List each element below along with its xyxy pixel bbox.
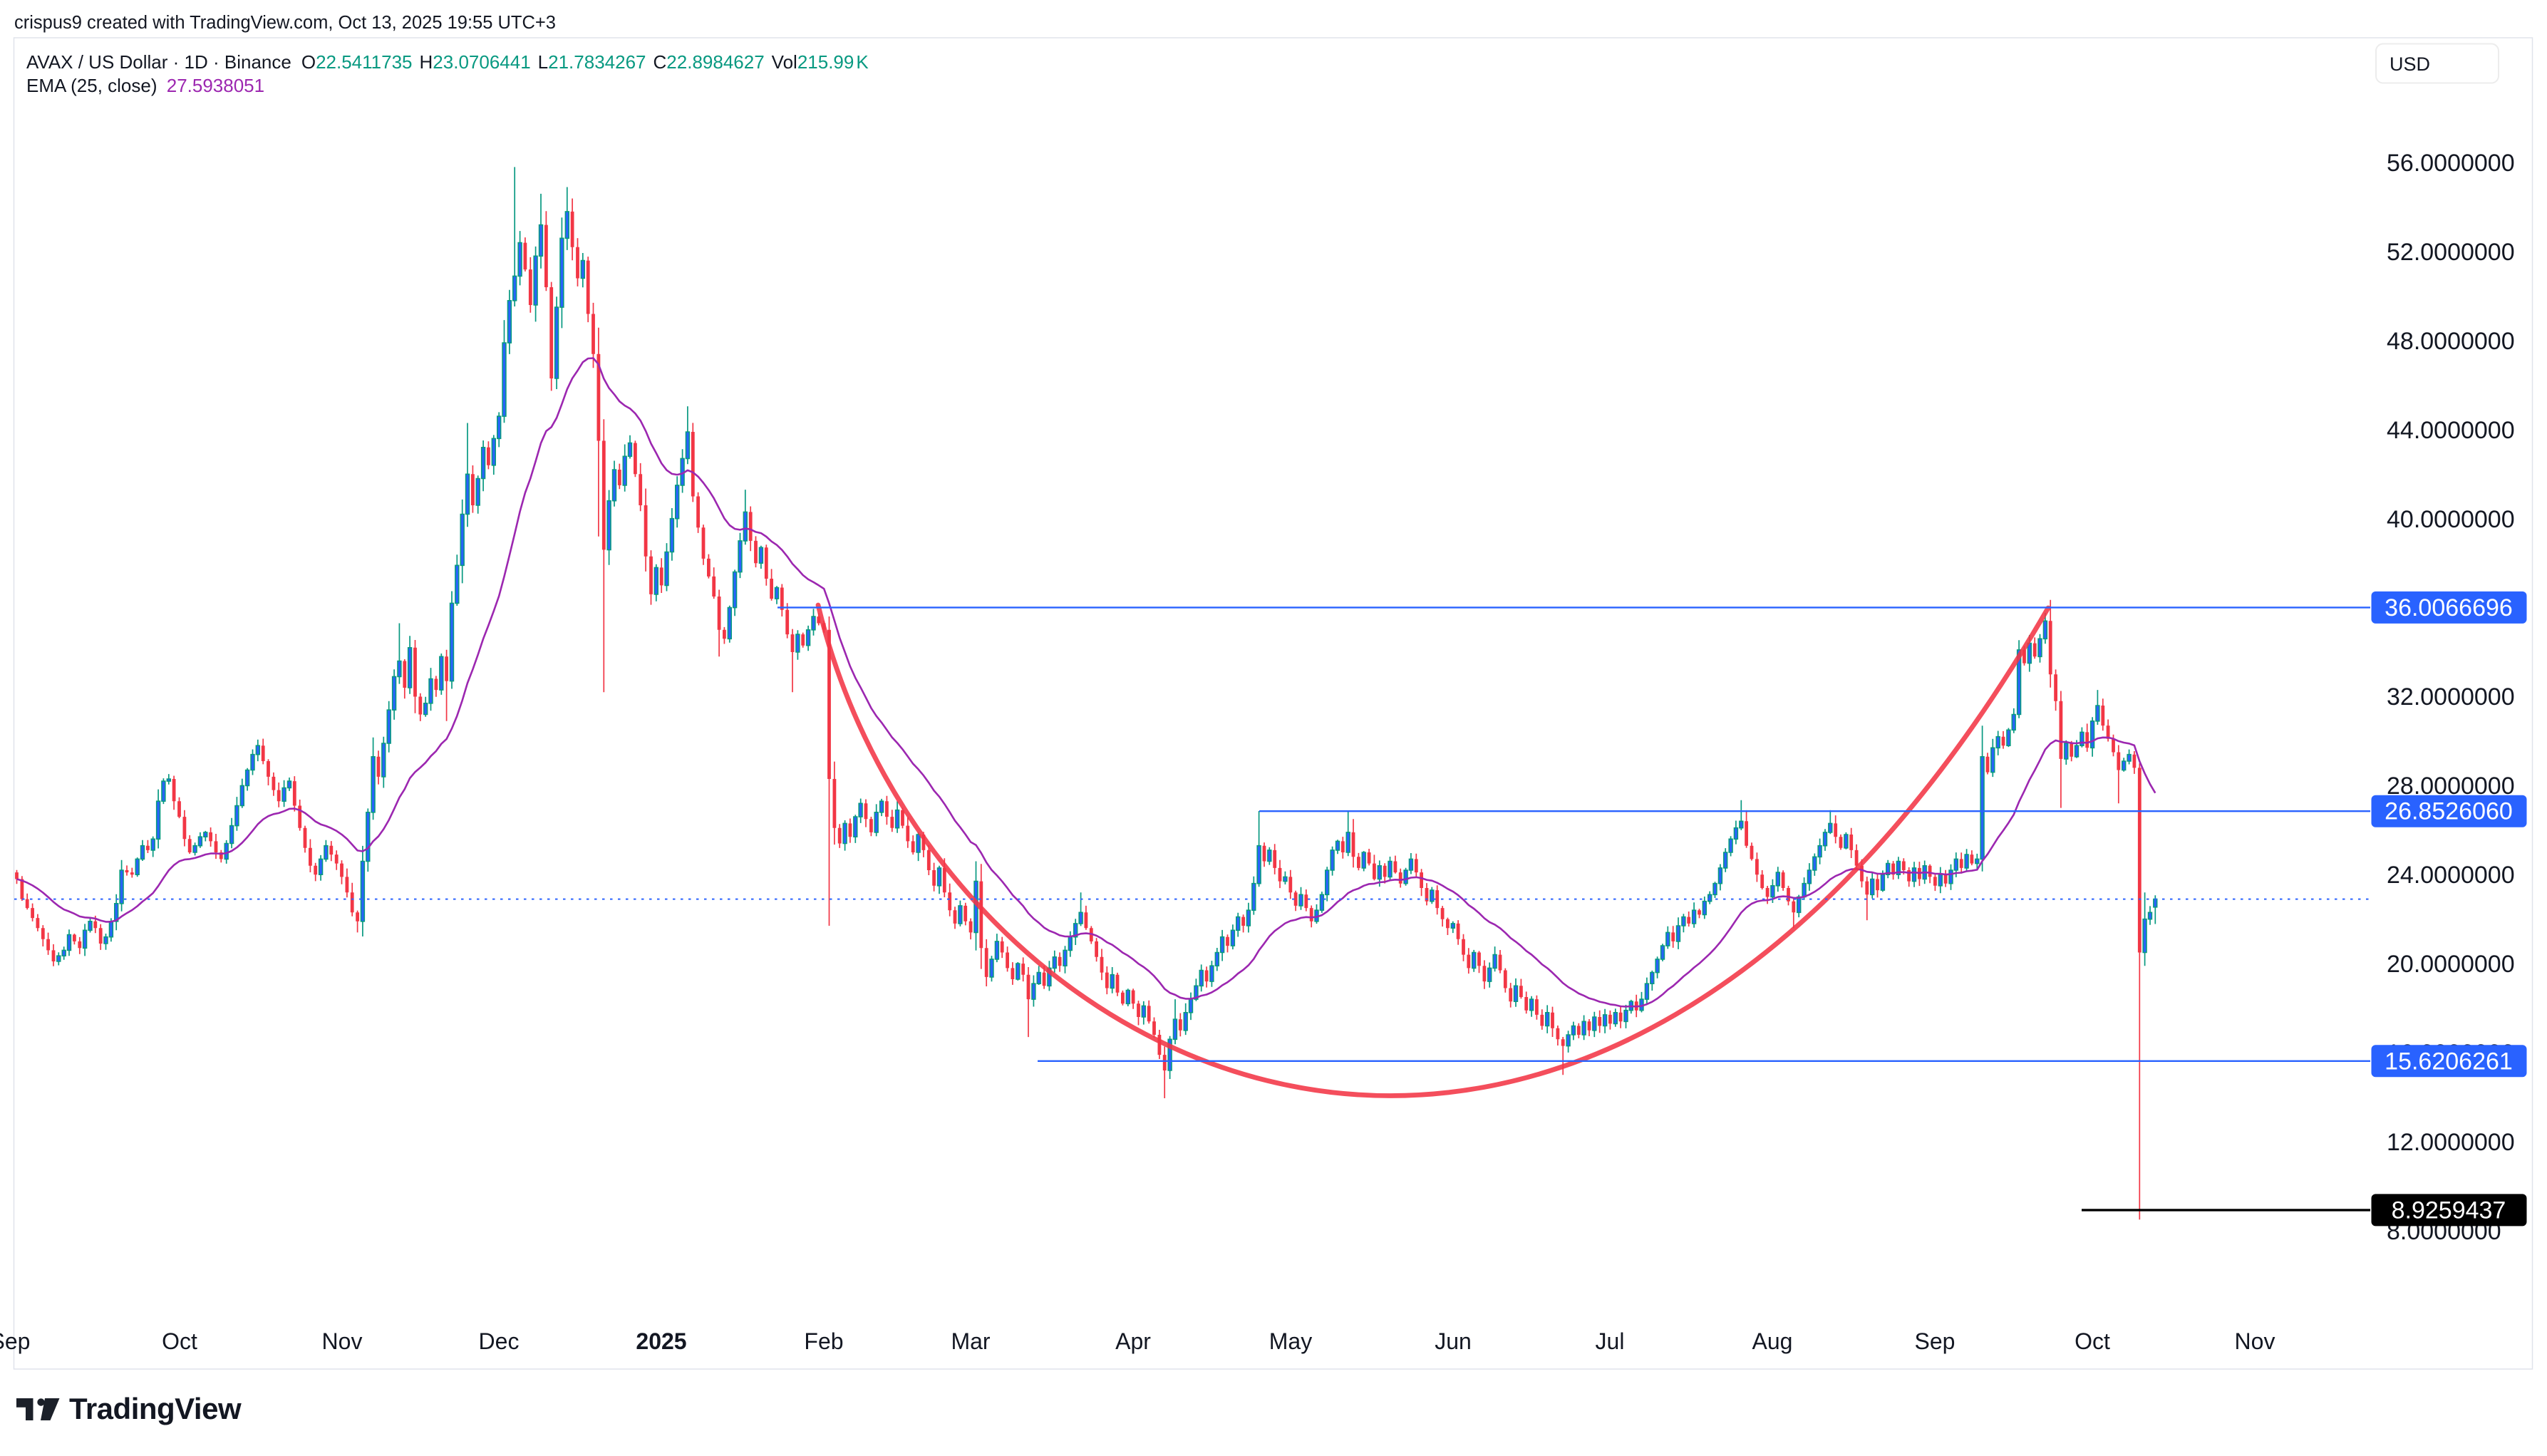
svg-text:12.0000000: 12.0000000 (2387, 1129, 2515, 1156)
svg-text:Feb: Feb (804, 1328, 843, 1354)
svg-text:Jul: Jul (1596, 1328, 1625, 1354)
svg-text:TradingView: TradingView (69, 1392, 242, 1425)
svg-text:26.8526060: 26.8526060 (2385, 798, 2513, 825)
svg-text:May: May (1269, 1328, 1312, 1354)
svg-text:52.0000000: 52.0000000 (2387, 239, 2515, 266)
svg-text:44.0000000: 44.0000000 (2387, 417, 2515, 444)
svg-text:48.0000000: 48.0000000 (2387, 328, 2515, 355)
svg-text:Dec: Dec (479, 1328, 520, 1354)
svg-text:Nov: Nov (2235, 1328, 2275, 1354)
svg-text:20.0000000: 20.0000000 (2387, 951, 2515, 978)
svg-text:EMA (25, close) 27.5938051: EMA (25, close) 27.5938051 (26, 75, 264, 96)
svg-text:24.0000000: 24.0000000 (2387, 862, 2515, 889)
svg-text:AVAX / US Dollar · 1D · Binanc: AVAX / US Dollar · 1D · Binance O22.54117… (26, 51, 869, 73)
svg-text:8.9259437: 8.9259437 (2392, 1197, 2506, 1224)
svg-text:USD: USD (2390, 53, 2430, 75)
svg-text:56.0000000: 56.0000000 (2387, 150, 2515, 177)
svg-text:Sep: Sep (1915, 1328, 1956, 1354)
svg-text:Nov: Nov (322, 1328, 363, 1354)
svg-text:Oct: Oct (162, 1328, 197, 1354)
svg-text:Apr: Apr (1115, 1328, 1151, 1354)
svg-text:Mar: Mar (951, 1328, 990, 1354)
svg-text:crispus9 created with TradingV: crispus9 created with TradingView.com, O… (14, 13, 556, 33)
svg-text:36.0066696: 36.0066696 (2385, 594, 2513, 621)
svg-text:Jun: Jun (1435, 1328, 1472, 1354)
svg-text:28.0000000: 28.0000000 (2387, 773, 2515, 800)
svg-text:Aug: Aug (1752, 1328, 1793, 1354)
svg-text:Oct: Oct (2075, 1328, 2110, 1354)
svg-text:15.6206261: 15.6206261 (2385, 1048, 2513, 1075)
svg-text:32.0000000: 32.0000000 (2387, 683, 2515, 711)
svg-text:2025: 2025 (636, 1328, 686, 1354)
svg-text:40.0000000: 40.0000000 (2387, 506, 2515, 533)
svg-text:Sep: Sep (0, 1328, 30, 1354)
